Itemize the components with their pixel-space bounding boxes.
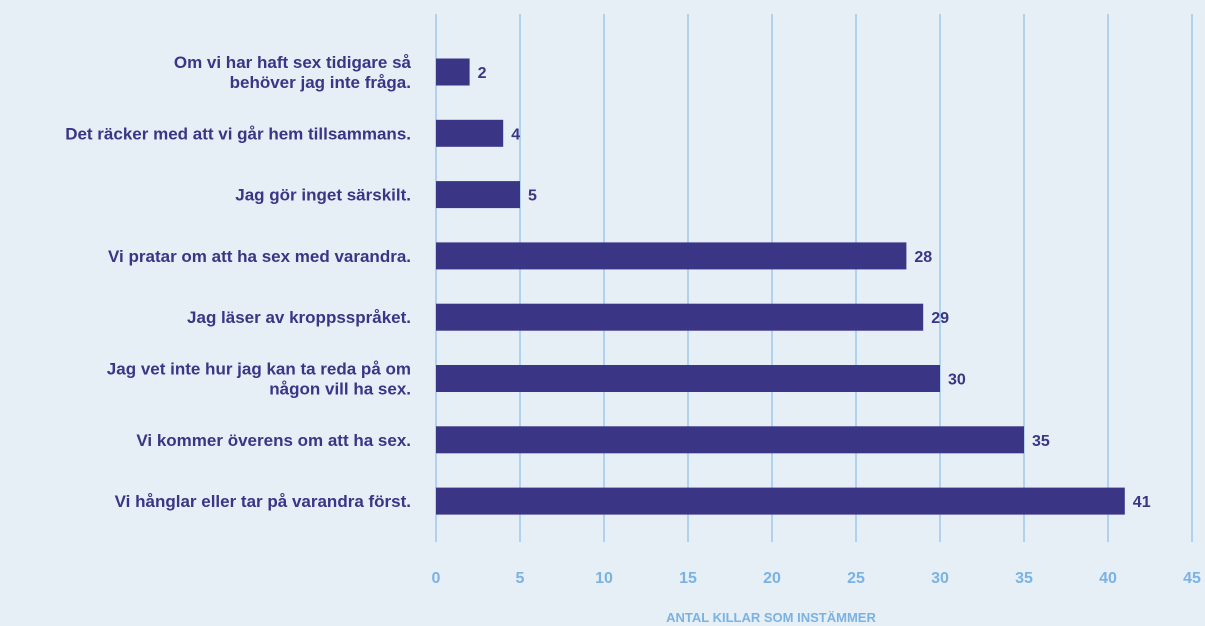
category-label-line: Om vi har haft sex tidigare så [174,53,412,72]
bar-value-label: 35 [1032,433,1050,450]
category-label: Det räcker med att vi går hem tillsamman… [65,124,411,143]
x-tick-label: 35 [1015,570,1033,587]
category-label: Vi pratar om att ha sex med varandra. [108,247,411,266]
bar-value-label: 2 [478,65,487,82]
bar [436,242,907,270]
category-label-line: behöver jag inte fråga. [230,73,411,92]
bar [436,181,520,209]
x-tick-label: 45 [1183,570,1201,587]
bars [436,58,1125,515]
category-label: Jag gör inget särskilt. [235,186,411,205]
bar [436,426,1024,454]
category-label-line: någon vill ha sex. [269,380,411,399]
value-labels: 2 4 5 28 29 30 35 41 [478,65,1151,511]
bar [436,487,1125,515]
x-axis-title: ANTAL KILLAR SOM INSTÄMMER [666,610,876,625]
category-label: Vi hånglar eller tar på varandra först. [115,492,411,511]
category-label-line: Det räcker med att vi går hem tillsamman… [65,124,411,143]
bar-value-label: 5 [528,188,537,205]
category-label-line: Jag gör inget särskilt. [235,186,411,205]
bar [436,58,470,86]
category-label-line: Vi hånglar eller tar på varandra först. [115,492,411,511]
x-tick-label: 10 [595,570,613,587]
x-tick-label: 30 [931,570,949,587]
x-tick-label: 5 [516,570,525,587]
x-tick-label: 25 [847,570,865,587]
category-label: Vi kommer överens om att ha sex. [136,431,411,450]
category-label-line: Jag läser av kroppsspråket. [187,308,411,327]
bar-value-label: 30 [948,372,966,389]
category-label-line: Vi pratar om att ha sex med varandra. [108,247,411,266]
category-label: Jag läser av kroppsspråket. [187,308,411,327]
category-label: Jag vet inte hur jag kan ta reda på om nå… [107,360,411,399]
x-tick-label: 20 [763,570,781,587]
bar-value-label: 29 [931,310,949,327]
category-label: Om vi har haft sex tidigare så behöver ja… [174,53,412,92]
bar [436,303,924,331]
bar-value-label: 41 [1133,494,1151,511]
bar [436,365,940,392]
x-axis-tick-labels: 0 5 10 15 20 25 30 35 40 45 [432,570,1201,587]
bar [436,119,504,147]
category-label-line: Vi kommer överens om att ha sex. [136,431,411,450]
gridlines [435,14,1193,542]
x-tick-label: 0 [432,570,441,587]
bar-value-label: 4 [511,126,520,143]
category-label-line: Jag vet inte hur jag kan ta reda på om [107,360,411,379]
bar-value-label: 28 [914,249,932,266]
category-labels: Om vi har haft sex tidigare så behöver ja… [65,53,411,511]
x-tick-label: 40 [1099,570,1117,587]
x-tick-label: 15 [679,570,697,587]
